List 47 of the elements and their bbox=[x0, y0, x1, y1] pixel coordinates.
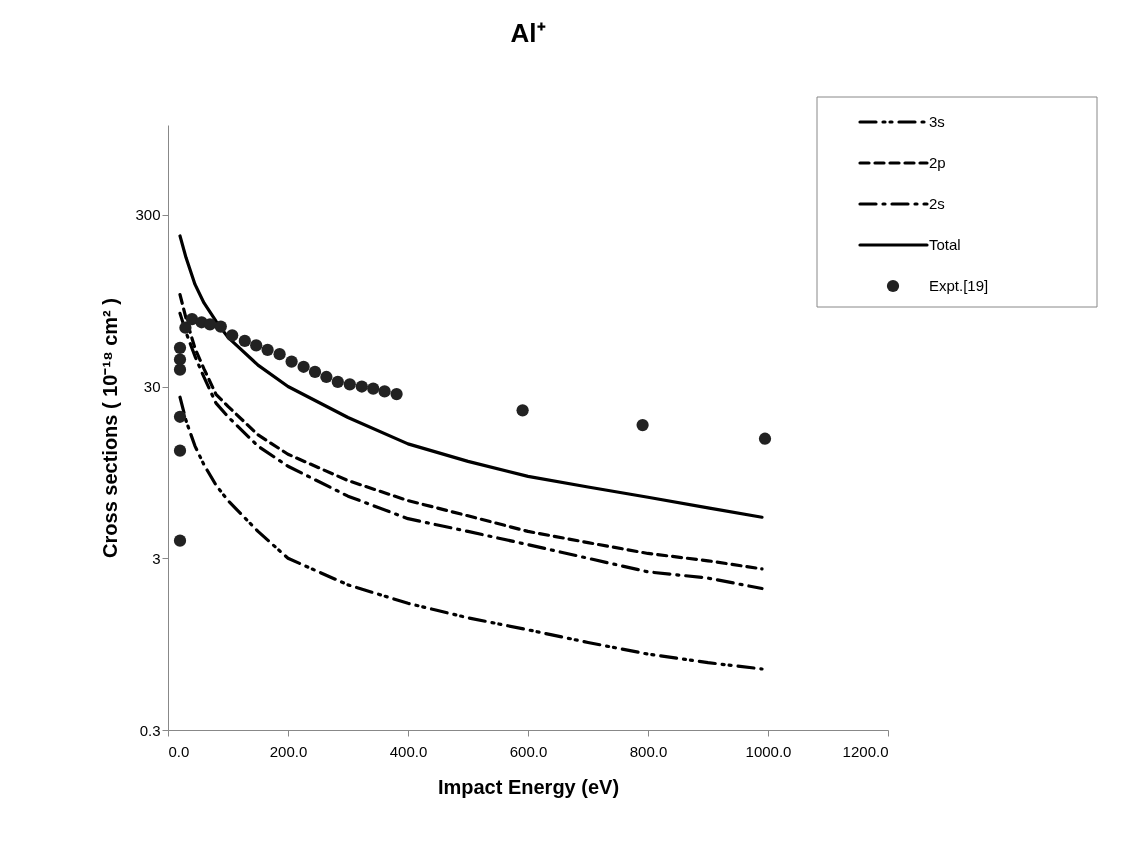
point bbox=[516, 404, 529, 417]
point bbox=[179, 321, 192, 334]
x-tick-label: 1200.0 bbox=[842, 742, 889, 760]
point bbox=[390, 388, 403, 401]
x-tick-label: 200.0 bbox=[269, 742, 308, 760]
legend-label: 2p bbox=[929, 154, 946, 171]
x-tick-label: 400.0 bbox=[389, 742, 428, 760]
point bbox=[173, 341, 187, 354]
y-tick-label: 0.3 bbox=[139, 721, 161, 739]
line-series bbox=[178, 234, 764, 519]
x-axis-title: Impact Energy (eV) bbox=[437, 775, 620, 798]
point bbox=[250, 339, 263, 352]
x-tick-label: 800.0 bbox=[629, 742, 668, 760]
legend-label: Total bbox=[929, 236, 961, 253]
x-tick-label: 1000.0 bbox=[745, 742, 792, 760]
x-tick-label: 0.0 bbox=[168, 742, 190, 760]
chart-title: Al⁺ bbox=[510, 17, 546, 48]
point bbox=[226, 329, 239, 342]
point bbox=[173, 534, 187, 547]
point bbox=[273, 348, 286, 361]
y-tick-label: 30 bbox=[143, 378, 161, 396]
point bbox=[203, 318, 217, 331]
point bbox=[320, 370, 333, 384]
point bbox=[367, 382, 380, 395]
legend-label: 3s bbox=[929, 113, 945, 130]
point bbox=[173, 353, 187, 366]
y-tick-label: 300 bbox=[135, 206, 161, 224]
point bbox=[238, 334, 251, 348]
point bbox=[185, 313, 199, 326]
point bbox=[285, 355, 298, 368]
point bbox=[173, 444, 187, 457]
point bbox=[214, 320, 227, 333]
legend-label: 2s bbox=[929, 195, 945, 212]
point bbox=[297, 360, 310, 373]
y-axis-title: Cross sections ( 10⁻¹⁸ cm² ) bbox=[99, 298, 122, 558]
point bbox=[331, 375, 344, 389]
y-tick-label: 3 bbox=[152, 549, 161, 567]
legend-label: Expt.[19] bbox=[929, 277, 989, 294]
point bbox=[355, 380, 368, 393]
point bbox=[758, 432, 772, 445]
point bbox=[308, 365, 322, 379]
x-tick-label: 600.0 bbox=[509, 742, 548, 760]
point bbox=[343, 378, 356, 391]
point bbox=[378, 385, 391, 398]
point bbox=[636, 418, 649, 432]
point bbox=[173, 410, 187, 423]
point bbox=[261, 343, 274, 357]
